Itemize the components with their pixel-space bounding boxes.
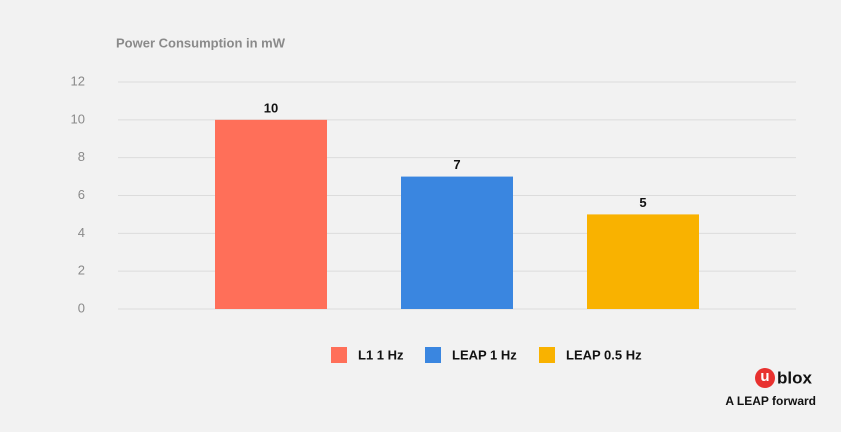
y-tick-label: 12 xyxy=(71,73,85,88)
legend-swatch xyxy=(331,347,347,363)
y-tick-label: 4 xyxy=(78,225,85,240)
bar xyxy=(587,214,699,309)
data-label: 7 xyxy=(453,157,460,172)
bar xyxy=(215,119,327,309)
y-tick-label: 10 xyxy=(71,111,85,126)
y-tick-label: 6 xyxy=(78,187,85,202)
logo-text: blox xyxy=(777,368,812,387)
y-tick-label: 2 xyxy=(78,263,85,278)
logo-mark: u xyxy=(760,368,769,385)
y-tick-label: 8 xyxy=(78,149,85,164)
bar xyxy=(401,176,513,309)
legend-label: LEAP 0.5 Hz xyxy=(566,347,642,362)
data-label: 5 xyxy=(639,195,646,210)
tagline: A LEAP forward xyxy=(725,394,816,408)
y-tick-label: 0 xyxy=(78,300,85,315)
legend-label: LEAP 1 Hz xyxy=(452,347,517,362)
data-label: 10 xyxy=(264,100,278,115)
legend-label: L1 1 Hz xyxy=(358,347,404,362)
logo-circle xyxy=(755,368,775,388)
chart-title: Power Consumption in mW xyxy=(116,35,286,50)
legend-swatch xyxy=(425,347,441,363)
legend-swatch xyxy=(539,347,555,363)
